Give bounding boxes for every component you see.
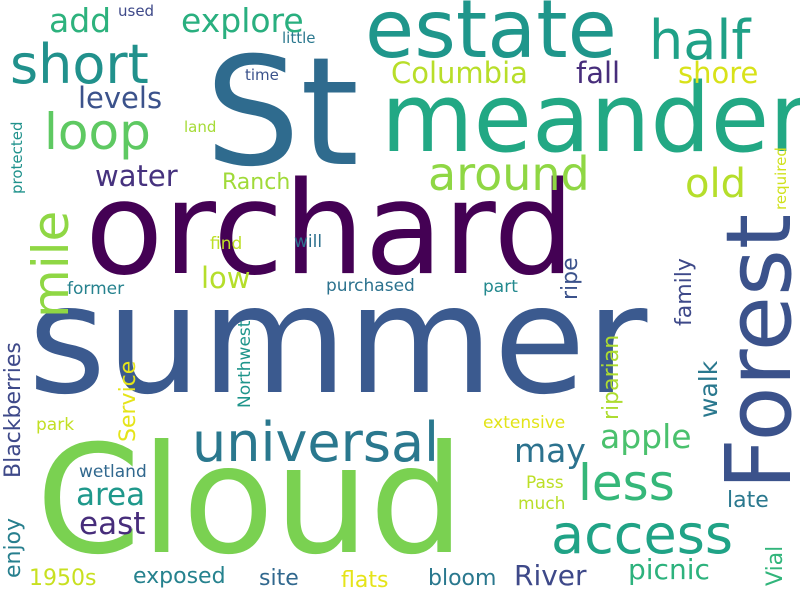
word-river: River [514,559,587,592]
word-ranch: Ranch [222,170,291,195]
word-mile: mile [22,210,80,318]
word-wetland: wetland [79,462,147,482]
word-exposed: exposed [133,564,226,589]
word-fall: fall [576,56,621,90]
word-forest: Forest [707,213,800,490]
word-purchased: purchased [326,276,415,296]
word-estate: estate [365,0,617,76]
word-required: required [772,147,790,210]
word-family: family [672,258,697,326]
word-ripe: ripe [558,257,583,300]
word-half: half [649,9,751,72]
word-old: old [685,161,746,207]
word-part: part [483,277,518,297]
word-used: used [118,2,155,20]
word-around: around [428,147,590,201]
word-universal: universal [192,411,440,474]
word-little: little [282,29,316,47]
word-riparian: riparian [599,334,624,420]
word-explore: explore [181,1,304,40]
word-blackberries: Blackberries [1,342,26,478]
word-find: find [210,234,243,254]
word-cloud-word: Cloud [36,414,465,588]
word-water: water [95,159,178,193]
word-columbia: Columbia [391,56,528,90]
word-northwest: Northwest [235,320,255,408]
word-1950s: 1950s [29,566,97,591]
word-levels: levels [78,81,163,115]
word-service: Service [116,360,141,442]
word-shore: shore [678,56,759,90]
word-flats: flats [341,568,389,593]
word-park: park [36,415,75,435]
word-add: add [49,1,112,40]
word-loop: loop [44,103,151,161]
word-protected: protected [8,121,26,194]
word-pass: Pass [526,473,564,493]
word-walk: walk [694,360,723,418]
word-enjoy: enjoy [1,517,26,578]
word-short: short [10,33,149,96]
word-orchard: orchard [85,155,575,304]
word-st: St [205,26,360,200]
word-bloom: bloom [428,566,497,591]
word-will: will [294,232,323,252]
word-summer: summer [28,254,648,428]
word-access: access [551,503,733,566]
word-picnic: picnic [628,553,710,586]
word-low: low [201,261,251,295]
word-less: less [578,454,675,512]
word-former: former [67,279,125,299]
word-time: time [245,66,279,84]
word-apple: apple [600,417,692,456]
word-meander: meander [381,64,800,174]
word-area: area [76,477,146,513]
word-may: may [514,431,586,470]
word-much: much [518,494,566,514]
word-extensive: extensive [483,413,566,433]
word-east: east [79,506,146,542]
word-land: land [184,118,217,136]
word-late: late [727,488,769,513]
word-site: site [259,566,299,591]
word-vial: Vial [763,545,788,586]
